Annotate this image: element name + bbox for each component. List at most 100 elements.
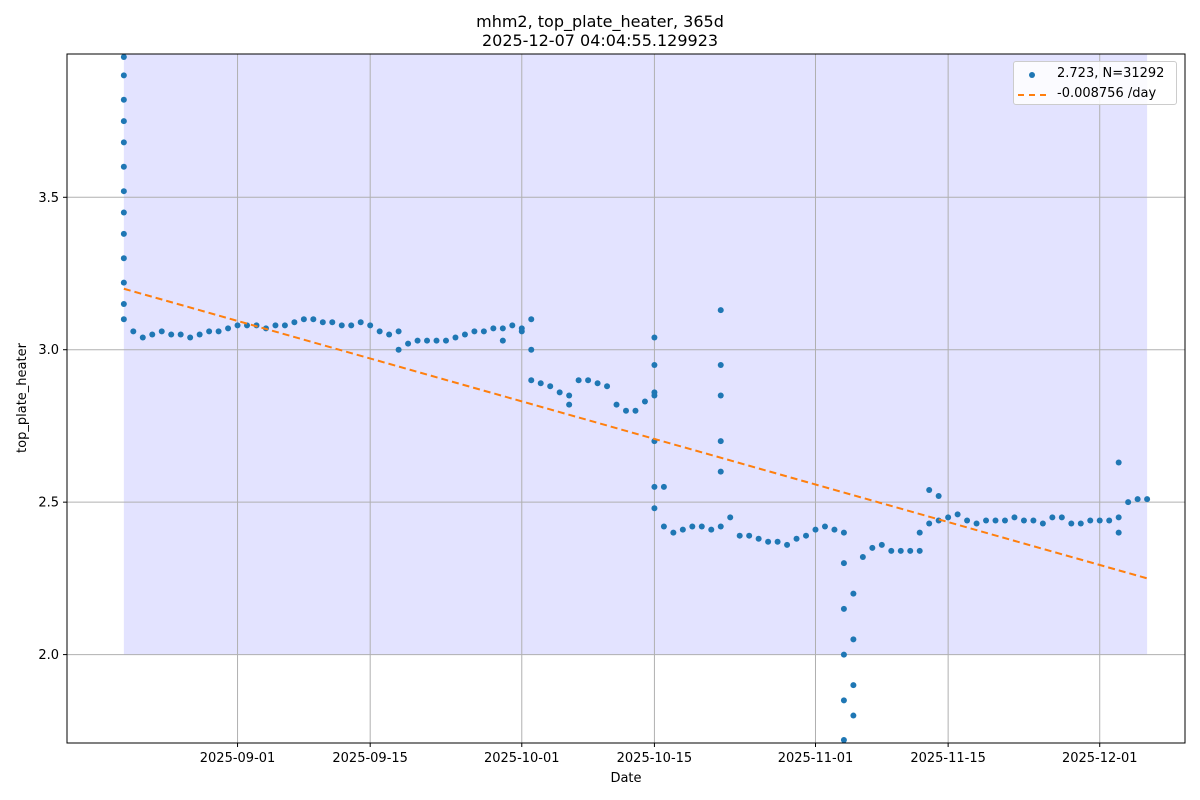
data-point xyxy=(1115,459,1122,466)
data-point xyxy=(471,328,478,335)
data-point xyxy=(272,322,279,329)
data-point xyxy=(386,331,393,338)
data-point xyxy=(480,328,487,335)
data-point xyxy=(784,541,791,548)
data-point xyxy=(859,554,866,561)
data-point xyxy=(888,547,895,554)
data-point xyxy=(1115,514,1122,521)
data-point xyxy=(120,118,127,125)
data-point xyxy=(291,319,298,326)
data-point xyxy=(281,322,288,329)
data-point xyxy=(1106,517,1113,524)
trend-line xyxy=(123,287,1148,580)
data-point xyxy=(1087,517,1094,524)
scatter-marker-icon xyxy=(1029,72,1035,78)
data-point xyxy=(641,398,648,405)
data-point xyxy=(717,523,724,530)
x-tick-label: 2025-10-15 xyxy=(617,751,693,766)
y-tick-label: 2.0 xyxy=(38,648,59,663)
data-point xyxy=(206,328,213,335)
data-point xyxy=(708,526,715,533)
data-point xyxy=(831,526,838,533)
x-axis-ticks: 2025-09-01 2025-09-15 2025-10-01 2025-10-15… xyxy=(200,743,1138,766)
x-gridlines xyxy=(237,54,1101,743)
data-point xyxy=(120,279,127,286)
data-point xyxy=(499,325,506,332)
dashed-line-icon xyxy=(1018,94,1046,96)
data-point xyxy=(234,322,241,329)
data-point xyxy=(120,255,127,262)
data-point xyxy=(433,337,440,344)
data-point xyxy=(964,517,971,524)
chart-subtitle: 2025-12-07 04:04:55.129923 xyxy=(481,31,719,50)
data-point xyxy=(926,486,933,493)
x-tick-label: 2025-11-01 xyxy=(778,751,854,766)
data-point xyxy=(1030,517,1037,524)
y-tick-label: 2.5 xyxy=(38,496,59,511)
y-axis-label: top_plate_heater xyxy=(15,342,30,453)
data-point xyxy=(528,346,535,353)
data-point xyxy=(120,54,127,61)
data-point xyxy=(120,72,127,79)
data-point xyxy=(499,337,506,344)
data-point xyxy=(120,96,127,103)
data-point xyxy=(992,517,999,524)
data-point xyxy=(518,328,525,335)
data-point xyxy=(528,377,535,384)
data-point xyxy=(566,392,573,399)
data-point xyxy=(623,407,629,414)
data-point xyxy=(727,514,734,521)
x-tick-label: 2025-09-15 xyxy=(332,751,408,766)
data-point xyxy=(1039,520,1046,527)
data-point xyxy=(840,560,847,567)
x-tick-label: 2025-09-01 xyxy=(200,751,276,766)
x-tick-label: 2025-10-01 xyxy=(484,751,560,766)
data-point xyxy=(405,340,412,347)
data-point xyxy=(765,538,772,545)
data-point xyxy=(395,328,402,335)
data-point xyxy=(850,712,857,719)
data-point xyxy=(1058,514,1065,521)
data-point xyxy=(1020,517,1027,524)
data-point xyxy=(660,523,667,530)
data-point xyxy=(812,526,819,533)
data-point xyxy=(954,511,961,518)
data-point xyxy=(1077,520,1084,527)
data-point xyxy=(196,331,203,338)
data-point xyxy=(310,316,317,323)
data-point xyxy=(461,331,468,338)
data-point xyxy=(149,331,156,338)
data-point xyxy=(547,383,554,390)
data-point xyxy=(442,337,449,344)
data-point xyxy=(1115,529,1122,536)
x-tick-label: 2025-11-15 xyxy=(910,751,986,766)
data-point xyxy=(566,401,573,408)
data-point xyxy=(717,392,724,399)
data-point xyxy=(926,520,933,527)
data-point xyxy=(168,331,175,338)
data-point xyxy=(850,636,857,643)
data-point xyxy=(651,334,658,341)
plot-frame xyxy=(66,53,1186,744)
data-point xyxy=(717,468,724,475)
y-axis-ticks: 2.0 2.5 3.0 3.5 xyxy=(38,191,67,663)
data-point xyxy=(774,538,781,545)
data-point xyxy=(973,520,980,527)
data-point xyxy=(651,505,658,512)
data-point xyxy=(613,401,620,408)
data-point xyxy=(1011,514,1018,521)
data-point xyxy=(746,532,753,539)
data-point xyxy=(945,514,952,521)
data-point xyxy=(528,316,535,323)
data-point xyxy=(803,532,810,539)
data-point xyxy=(509,322,516,329)
data-point xyxy=(120,188,127,195)
data-point xyxy=(1125,499,1132,506)
data-point xyxy=(651,392,658,399)
data-point xyxy=(187,334,194,341)
y-gridlines xyxy=(67,196,1185,656)
legend-label-trend: -0.008756 /day xyxy=(1057,86,1157,101)
data-point xyxy=(717,361,724,368)
data-point xyxy=(840,605,847,612)
